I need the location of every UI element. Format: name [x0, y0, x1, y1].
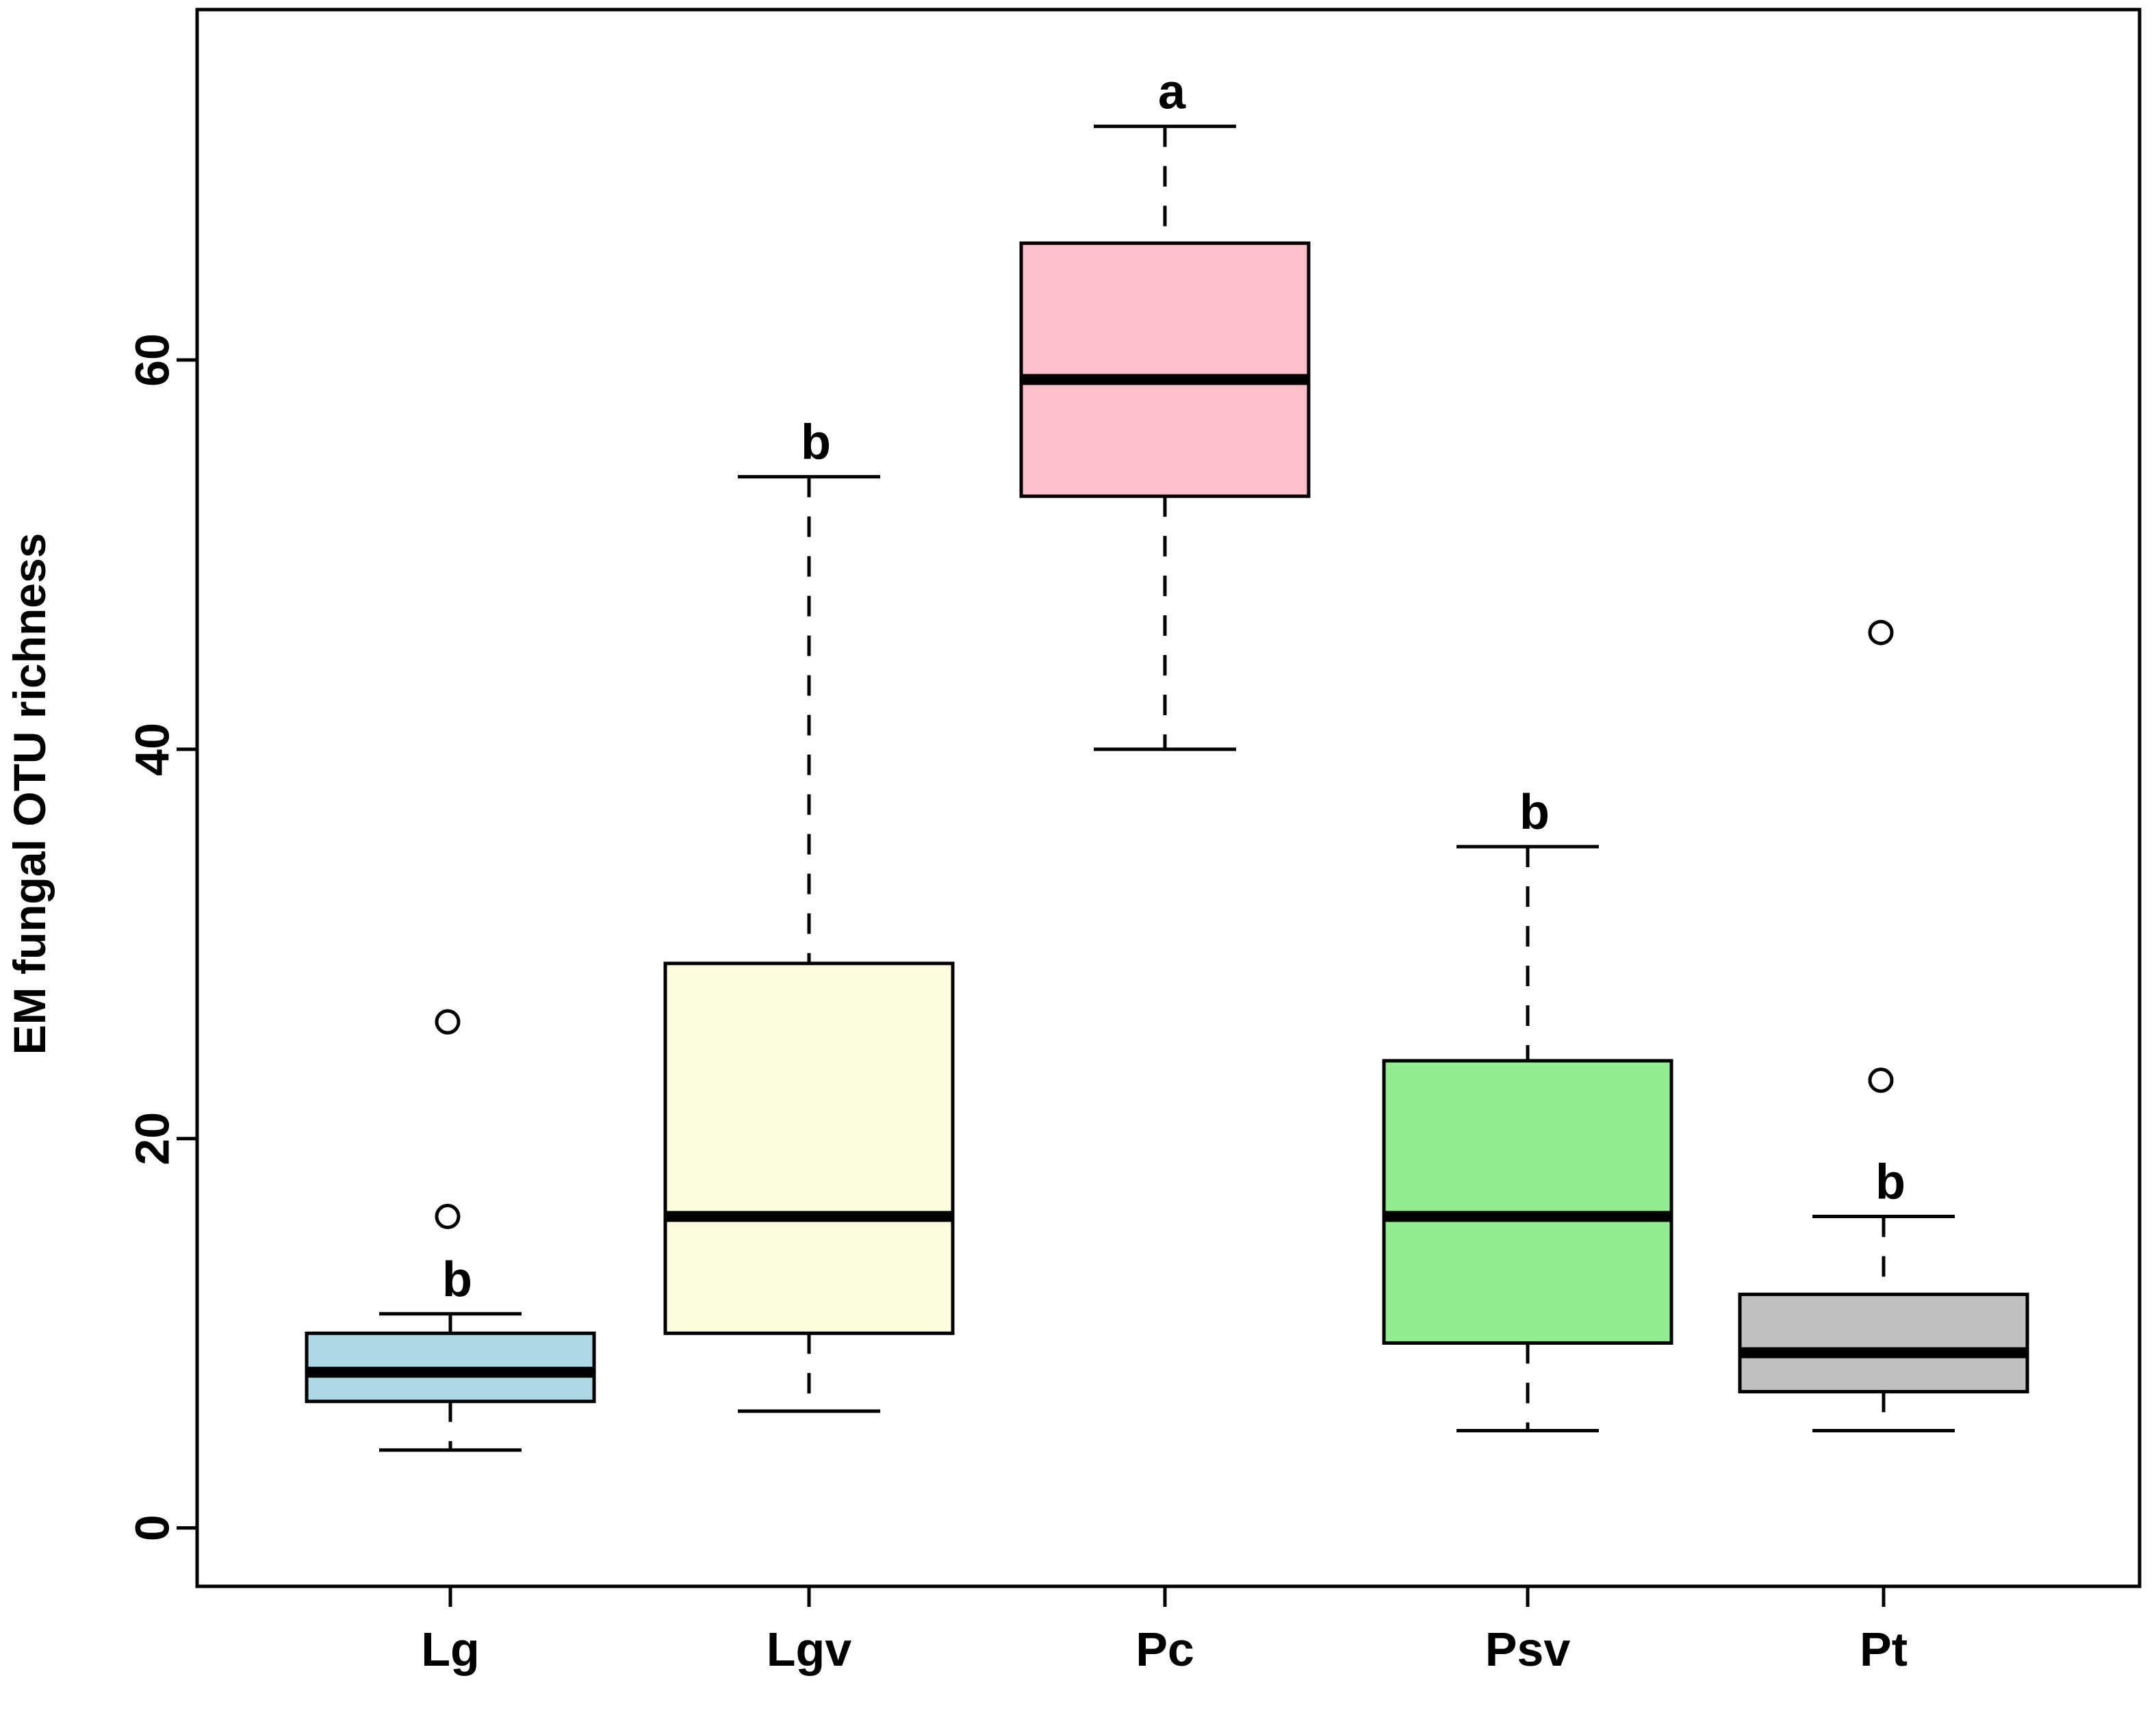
- significance-letter: b: [801, 415, 831, 470]
- box: [1382, 1059, 1673, 1345]
- outlier-point: [435, 1204, 461, 1230]
- y-axis-label: EM fungal OTU richness: [4, 533, 55, 1055]
- outlier-point: [1868, 1067, 1894, 1093]
- box-group-psv: b: [1382, 785, 1673, 1432]
- y-tick-label: 20: [126, 1112, 179, 1165]
- x-tick-label: Lgv: [767, 1623, 852, 1676]
- y-tick-label: 0: [126, 1514, 179, 1541]
- box-group-pt: b: [1738, 619, 2029, 1432]
- significance-letter: b: [1519, 785, 1550, 840]
- significance-letter: b: [442, 1252, 472, 1307]
- y-tick-label: 60: [126, 333, 179, 387]
- box-group-lgv: b: [663, 415, 955, 1413]
- plot-frame: [195, 8, 2142, 1588]
- outlier-point: [1868, 619, 1894, 645]
- significance-letter: b: [1875, 1155, 1905, 1210]
- box: [1019, 241, 1311, 498]
- box: [1738, 1292, 2029, 1394]
- box-group-pc: a: [1019, 65, 1311, 751]
- box-group-lg: b: [305, 1009, 596, 1452]
- plot-area: b b a b b: [195, 8, 2142, 1588]
- x-axis: Lg Lgv Pc Psv Pt: [421, 1586, 1908, 1676]
- x-tick-label: Pt: [1860, 1623, 1908, 1676]
- outlier-point: [435, 1009, 461, 1035]
- x-tick-label: Lg: [421, 1623, 480, 1676]
- x-tick-label: Pc: [1135, 1623, 1194, 1676]
- y-axis: 0 20 40 60: [126, 333, 197, 1541]
- y-tick-label: 40: [126, 723, 179, 776]
- x-tick-label: Psv: [1485, 1623, 1571, 1676]
- significance-letter: a: [1158, 65, 1186, 120]
- box: [663, 962, 955, 1335]
